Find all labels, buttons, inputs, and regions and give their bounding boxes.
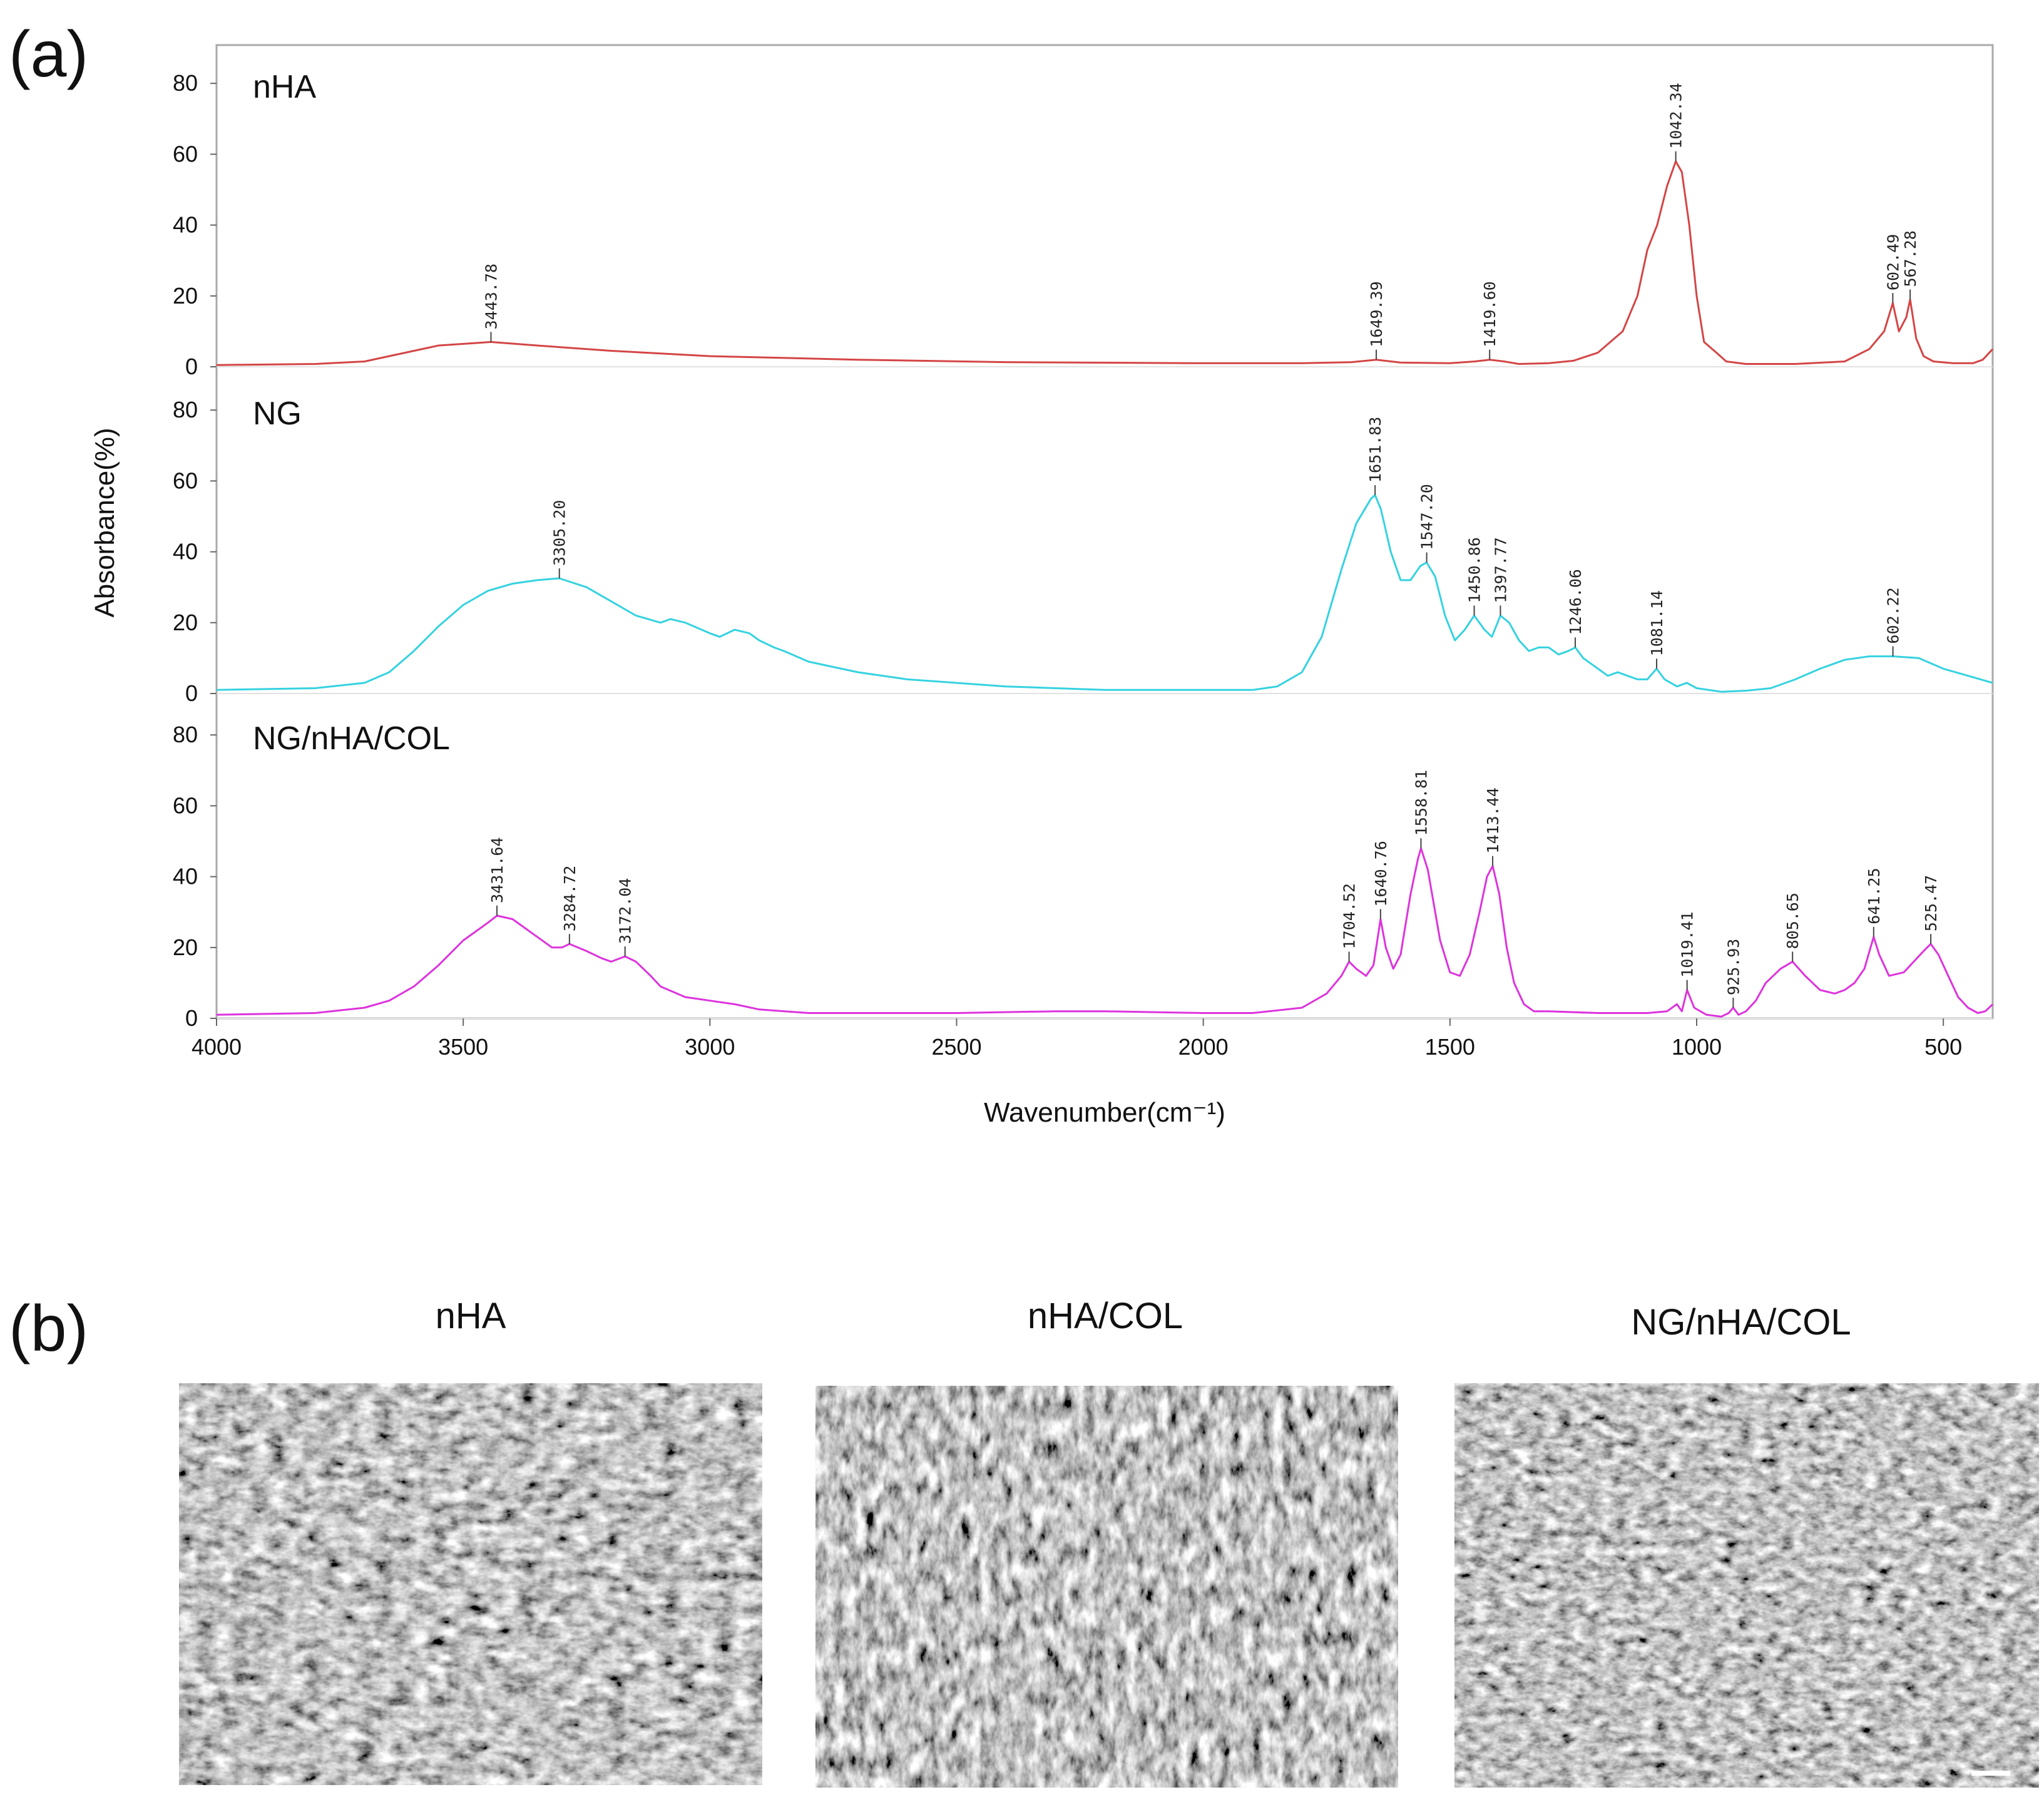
peak-label-nha: 1042.34 <box>1667 83 1685 148</box>
y-tick-label-nha-60: 60 <box>173 141 198 166</box>
series-label-ng: NG <box>253 396 302 432</box>
sem-title-nha-col: nHA/COL <box>1028 1296 1183 1336</box>
peak-label-ng-nha-col: 1640.76 <box>1372 841 1390 906</box>
y-tick-label-nha-80: 80 <box>173 70 198 96</box>
y-tick-label-nha-20: 20 <box>173 283 198 309</box>
y-tick-label-ng-nha-col-20: 20 <box>173 934 198 960</box>
y-tick-label-ng-nha-col-40: 40 <box>173 864 198 889</box>
peak-label-ng-nha-col: 3172.04 <box>616 878 635 944</box>
peak-label-ng: 3305.20 <box>551 500 569 566</box>
spectra-chart: 0 20 40 60 80 nHA 3443.78 1649.39 1419.60 1042.34… <box>173 69 1994 1060</box>
x-tick-label-500: 500 <box>1924 1034 1962 1060</box>
x-tick-label-3000: 3000 <box>685 1034 735 1060</box>
y-tick-label-ng-40: 40 <box>173 539 198 565</box>
peak-label-ng: 1547.20 <box>1418 484 1436 550</box>
peak-label-ng: 1246.06 <box>1566 569 1585 635</box>
y-tick-label-ng-60: 60 <box>173 468 198 493</box>
y-tick-label-ng-20: 20 <box>173 610 198 635</box>
sem-image-nha-col <box>815 1386 1398 1788</box>
x-tick-label-4000: 4000 <box>192 1034 242 1060</box>
scale-bar <box>1971 1771 2010 1776</box>
panel-b-label: (b) <box>9 1293 88 1365</box>
peak-label-ng-nha-col: 1019.41 <box>1679 911 1697 977</box>
peak-label-ng-nha-col: 3284.72 <box>561 866 579 931</box>
sem-title-nha: nHA <box>436 1296 506 1336</box>
peak-label-ng: 602.22 <box>1884 587 1903 643</box>
x-tick-label-2500: 2500 <box>931 1034 981 1060</box>
plot-frame <box>215 44 1994 1020</box>
peak-label-ng-nha-col: 925.93 <box>1724 939 1742 995</box>
peak-label-nha: 567.28 <box>1901 230 1919 287</box>
x-tick-label-3500: 3500 <box>438 1034 488 1060</box>
y-tick-label-ng-0: 0 <box>185 680 198 706</box>
peak-label-ng-nha-col: 1413.44 <box>1484 787 1502 853</box>
peak-label-nha: 1419.60 <box>1481 281 1499 347</box>
y-axis-title: Absorbance(%) <box>89 427 120 617</box>
sem-title-ng-nha-col: NG/nHA/COL <box>1631 1302 1851 1343</box>
peak-label-nha: 602.49 <box>1884 234 1902 290</box>
series-label-ng-nha-col: NG/nHA/COL <box>253 720 450 757</box>
sem-image-nha <box>179 1383 762 1785</box>
peak-label-ng: 1651.83 <box>1366 417 1384 483</box>
series-line-ng-nha-col <box>216 847 1994 1018</box>
y-tick-label-ng-nha-col-0: 0 <box>185 1005 198 1031</box>
y-tick-label-ng-80: 80 <box>173 397 198 422</box>
y-tick-label-nha-0: 0 <box>185 354 198 379</box>
y-tick-label-ng-nha-col-80: 80 <box>173 722 198 747</box>
peak-label-ng: 1397.77 <box>1491 537 1510 603</box>
series-line-ng <box>216 494 1993 693</box>
peak-label-ng: 1450.86 <box>1466 537 1484 603</box>
peak-label-ng-nha-col: 3431.64 <box>488 837 506 903</box>
y-tick-label-ng-nha-col-60: 60 <box>173 792 198 818</box>
sem-image-ng-nha-col <box>1454 1383 2039 1788</box>
x-tick-label-1500: 1500 <box>1425 1034 1475 1060</box>
peak-label-ng-nha-col: 641.25 <box>1865 868 1883 924</box>
y-tick-label-nha-40: 40 <box>173 212 198 238</box>
peak-label-ng-nha-col: 805.65 <box>1784 893 1802 949</box>
x-tick-label-2000: 2000 <box>1178 1034 1229 1060</box>
peak-label-ng: 1081.14 <box>1648 590 1666 656</box>
series-label-nha: nHA <box>253 69 316 105</box>
peak-label-nha: 3443.78 <box>483 264 501 329</box>
peak-label-ng-nha-col: 1558.81 <box>1413 770 1431 836</box>
x-axis-title: Wavenumber(cm⁻¹) <box>984 1097 1225 1128</box>
panel-a-label: (a) <box>9 18 88 91</box>
peak-label-ng-nha-col: 1704.52 <box>1341 883 1359 949</box>
series-line-nha <box>216 160 1994 366</box>
peak-label-ng-nha-col: 525.47 <box>1922 875 1940 931</box>
peak-label-nha: 1649.39 <box>1367 281 1386 347</box>
x-tick-label-1000: 1000 <box>1672 1034 1722 1060</box>
